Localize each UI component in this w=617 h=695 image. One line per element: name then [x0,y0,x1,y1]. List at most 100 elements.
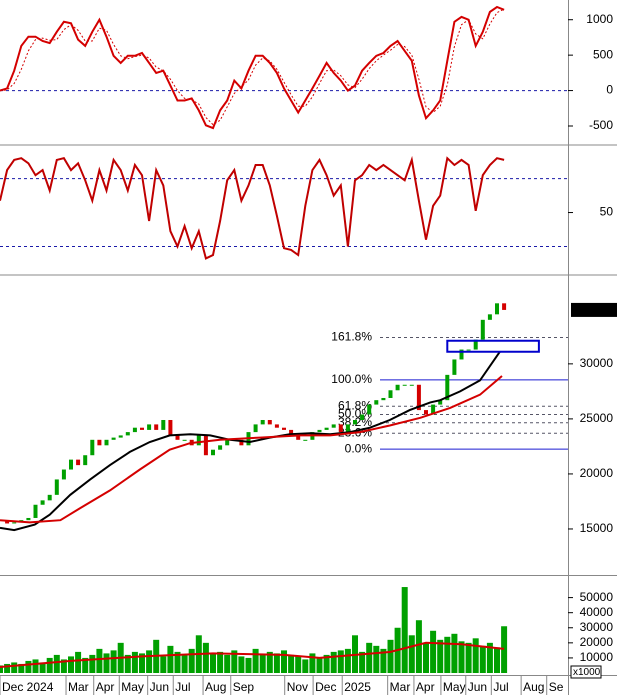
volume-bar [124,654,131,673]
volume-bar [281,650,287,673]
y-tick-label: 30000 [580,620,614,634]
candle [360,414,365,420]
x-tick-label: May [121,680,144,694]
candle [175,435,180,440]
x-tick-label: Nov [287,680,308,694]
candle [424,410,428,415]
fib-label: 161.8% [331,330,372,344]
candle [26,517,31,521]
volume-bar [273,653,280,673]
candle [211,449,215,456]
volume-bar [401,587,408,673]
volume-bar [103,653,110,673]
y-tick-label: 40000 [580,605,614,619]
x-tick-label: Dec 2024 [2,680,54,694]
candle [154,424,159,430]
volume-bar [408,635,415,673]
candle [438,400,443,405]
candle [196,435,201,446]
candle [40,500,45,505]
x-tick-label: Dec [315,680,336,694]
volume-bar [25,660,32,673]
candle [267,419,272,425]
volume-bar [160,656,167,673]
series-line [0,5,505,130]
candle [473,339,478,350]
candle [466,349,471,351]
x-tick-label: Jul [493,680,508,694]
volume-bar [231,650,238,673]
volume-bar [96,648,103,673]
volume-bar [245,657,252,673]
volume-bar [295,656,302,673]
volume-bar [288,654,295,673]
y-tick-label: 30000 [580,356,614,370]
volume-bar [202,642,209,673]
candle [345,424,350,433]
y-tick-label: 20000 [580,635,614,649]
candle [76,459,81,466]
y-tick-label: 1000 [586,12,613,26]
x-tick-label: Jul [175,680,190,694]
volume-bar [252,648,259,673]
y-tick-label: 0 [606,83,613,97]
candle [182,439,187,441]
candle [225,439,230,446]
volume-bar [39,662,46,673]
candle [132,427,137,433]
x-tick-label: Sep [233,680,255,694]
candle [452,359,457,375]
volume-bar [259,654,266,673]
candle [338,424,343,433]
volume-bar [380,648,387,673]
candle [161,419,166,430]
candle [83,455,88,466]
volume-bar [387,639,394,673]
volume-bar [82,657,89,673]
candle [289,429,294,436]
candle [125,432,130,436]
x-tick-label: Jun [150,680,169,694]
candle [487,314,492,320]
candle [274,424,279,428]
candle [303,439,308,441]
candle [118,435,123,438]
candle [282,427,286,430]
volume-bar [451,633,458,673]
unit-box [570,665,602,679]
last-price-label: 34900.00 [573,305,615,316]
volume-bar [458,641,465,673]
candle [168,419,173,436]
volume-bar [188,648,195,673]
volume-bar [217,651,224,673]
candle [147,424,152,430]
volume-bar [238,656,245,673]
series-line [0,155,505,260]
volume-bar [60,659,67,673]
x-tick-label: Se [549,680,564,694]
volume-bar [4,663,11,673]
x-tick-label: Apr [416,680,435,694]
series-line [0,351,501,532]
candle [111,437,116,440]
series-line [0,375,503,524]
candle [388,390,393,398]
volume-bar [366,642,373,673]
candle [47,494,52,501]
candle [140,427,144,430]
volume-bar [323,654,330,673]
volume-bar [359,651,366,673]
candle [61,469,66,480]
volume-bar [344,648,351,673]
volume-bar [486,642,493,673]
volume-bar [89,654,96,673]
candle [459,349,464,360]
candle [353,419,357,425]
fib-label: 0.0% [345,441,373,455]
candle [416,384,421,411]
candle [90,439,95,456]
volume-bar [444,636,451,673]
volume-bar [174,651,181,673]
x-tick-label: Aug [205,680,226,694]
